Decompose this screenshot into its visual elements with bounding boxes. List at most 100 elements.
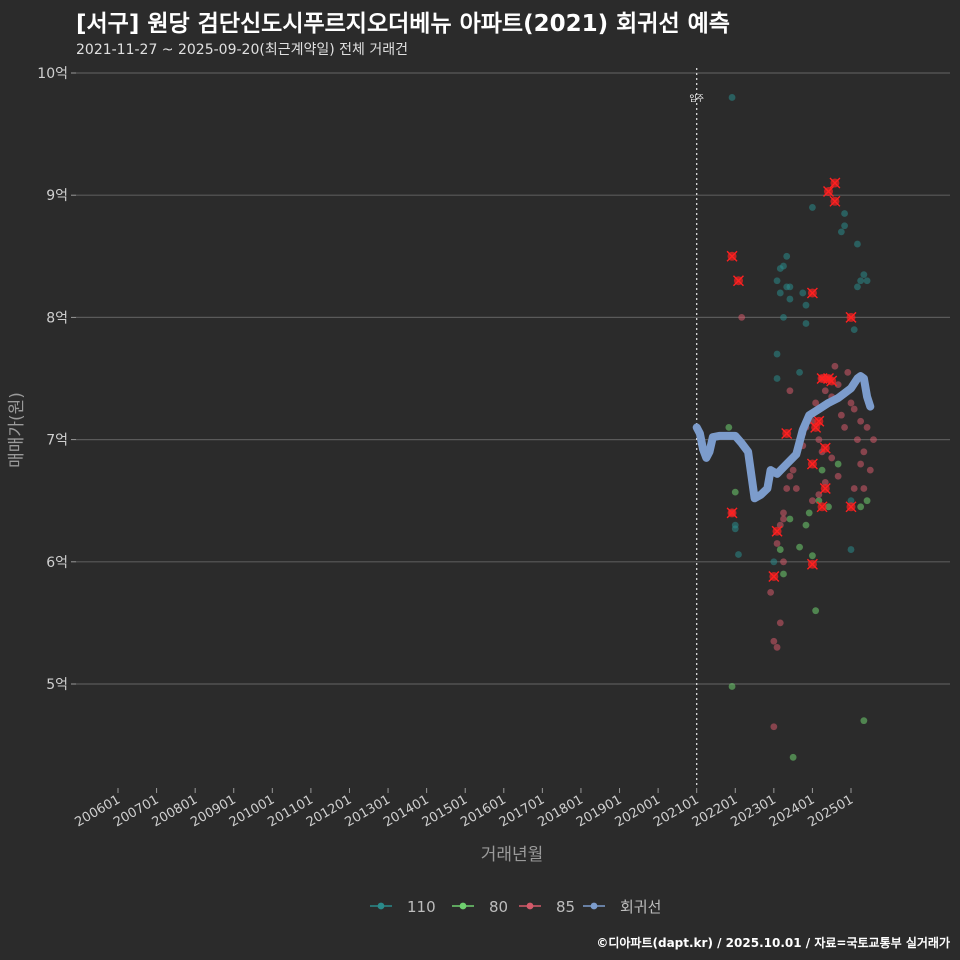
move-in-label: 입주 [689,94,704,103]
x-axis-title: 거래년월 [481,845,544,865]
highlight-marker [806,458,818,470]
legend-swatch-dot [459,902,467,910]
legend-item: 110 [370,898,436,916]
x-axis-ticks: 2006012007012008012009012010012011012012… [73,788,856,830]
highlight-marker [806,287,818,299]
point-110 [799,289,807,297]
point-85 [870,436,877,443]
point-85 [773,643,781,651]
point-80 [780,570,787,578]
point-80 [860,717,868,725]
point-80 [789,753,797,761]
y-tick-label: 5억 [46,677,68,693]
highlight-marker [826,375,838,387]
point-110 [841,210,848,217]
data-points [725,94,877,761]
point-85 [812,399,820,407]
point-110 [854,283,861,291]
point-110 [854,240,861,248]
point-85 [792,485,800,492]
point-85 [847,399,855,407]
point-85 [831,362,839,370]
point-80 [802,521,810,529]
point-85 [815,436,823,443]
y-tick-label: 8억 [46,310,68,326]
point-80 [857,503,865,511]
point-85 [786,387,794,395]
point-85 [780,558,787,566]
point-85 [767,588,775,596]
point-85 [837,411,845,419]
point-85 [783,485,791,492]
point-110 [731,525,739,533]
point-85 [738,314,746,321]
point-110 [728,94,736,101]
point-110 [847,497,855,505]
point-85 [789,466,797,474]
point-80 [776,546,784,553]
legend-swatch-dot [377,902,385,910]
point-110 [770,558,778,566]
highlight-marker [806,558,818,570]
point-110 [796,368,803,376]
point-85 [834,381,842,389]
point-85 [860,485,868,492]
highlight-marker [845,501,857,513]
point-110 [802,301,810,309]
highlight-marker [726,507,738,519]
highlight-marker [845,311,857,323]
source-caption: ©디아파트(dapt.kr) / 2025.10.01 / 자료=국토교통부 실… [596,936,950,950]
point-85 [854,436,861,443]
point-110 [735,551,742,558]
point-85 [780,509,787,517]
point-110 [786,295,794,303]
point-110 [860,271,868,279]
point-110 [773,350,781,358]
point-110 [837,228,845,236]
y-axis-title: 매매가(원) [7,392,27,468]
legend: 110 80 85 회귀선 [370,898,661,916]
y-axis-ticks: 5억 6억 7억 8억 9억 10억 [37,66,76,693]
point-80 [728,683,736,690]
highlight-points [726,177,857,582]
legend-label: 110 [407,898,436,916]
legend-item: 회귀선 [583,898,661,916]
point-85 [863,423,871,431]
point-110 [783,252,791,260]
point-80 [834,460,842,468]
point-110 [773,375,781,382]
point-110 [802,320,810,327]
highlight-marker [732,275,744,287]
point-80 [863,497,871,505]
point-85 [850,485,858,492]
point-85 [841,423,848,431]
highlight-marker [813,415,825,427]
legend-item: 85 [519,898,575,916]
legend-item: 80 [452,898,508,916]
point-110 [780,314,787,321]
point-110 [847,546,855,553]
point-110 [773,277,781,285]
point-85 [860,448,868,456]
point-110 [841,222,848,230]
highlight-marker [726,250,738,262]
highlight-marker [768,570,780,582]
y-tick-label: 9억 [46,188,68,204]
legend-swatch-dot [590,902,598,910]
legend-label: 회귀선 [620,898,661,916]
point-80 [805,509,813,517]
point-80 [731,488,739,496]
point-85 [770,637,778,645]
point-80 [812,607,820,615]
highlight-marker [823,186,834,198]
regression-path [692,372,875,503]
highlight-marker [816,501,828,513]
legend-label: 85 [556,898,575,916]
y-tick-label: 6억 [46,555,68,571]
point-85 [809,497,816,505]
point-85 [786,472,794,480]
point-80 [818,466,826,474]
highlight-marker [829,177,841,189]
grid-lines [76,72,950,685]
